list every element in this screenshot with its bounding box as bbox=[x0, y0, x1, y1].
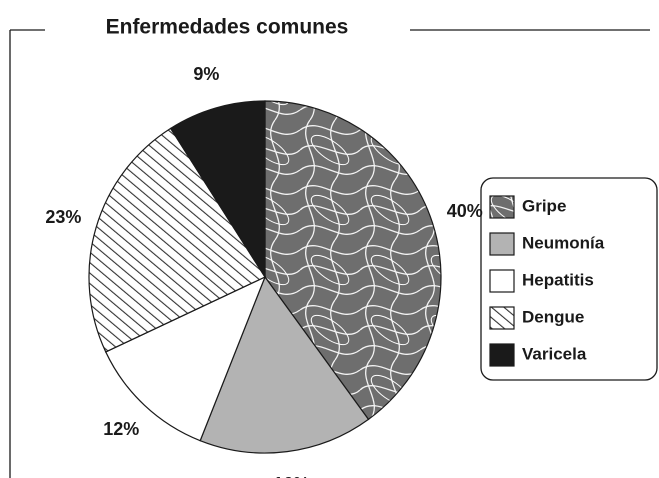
slice-label: 23% bbox=[45, 207, 81, 227]
frame bbox=[9, 29, 650, 478]
pie-slice bbox=[88, 127, 266, 353]
slice-label: 12% bbox=[103, 419, 139, 439]
legend-label: Varicela bbox=[522, 344, 587, 363]
legend-label: Hepatitis bbox=[522, 270, 594, 289]
legend-label: Gripe bbox=[522, 196, 566, 215]
legend-box bbox=[480, 177, 658, 381]
legend-swatch bbox=[489, 343, 515, 367]
legend-swatch bbox=[489, 306, 515, 330]
legend-swatch bbox=[489, 269, 515, 293]
legend-swatch bbox=[489, 232, 515, 256]
legend-swatch bbox=[489, 195, 515, 219]
pie-slice bbox=[199, 275, 370, 454]
chart-title: Enfermedades comunes bbox=[106, 16, 349, 39]
pie-slice bbox=[104, 275, 267, 442]
legend-label: Dengue bbox=[522, 307, 584, 326]
legend-label: Neumonía bbox=[522, 233, 605, 252]
pie-slice bbox=[169, 100, 266, 280]
slice-label: 9% bbox=[193, 64, 219, 84]
slice-label: 16% bbox=[273, 474, 309, 478]
slice-label: 40% bbox=[447, 201, 483, 221]
pie-slice bbox=[264, 100, 442, 421]
